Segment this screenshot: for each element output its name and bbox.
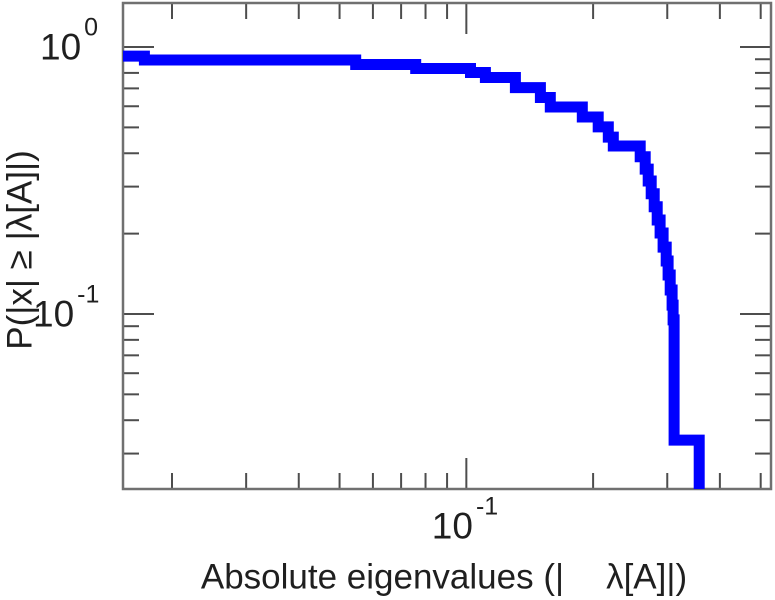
y-tick-label-1e-1: 10 -1 [33,282,99,335]
y-tick-1e-1-base: 10 [33,293,75,335]
x-tick-1e-1-base: 10 [431,505,473,547]
y-tick-1e-1-exponent: -1 [77,280,100,309]
ccdf-curve [123,50,705,489]
y-tick-1e0-exponent: 0 [84,13,99,42]
x-axis-label: Absolute eigenvalues (| λ[A]|) [201,560,687,595]
plot-border [121,1,773,491]
axis-ticks [123,3,771,489]
y-tick-1e0-base: 10 [40,26,82,68]
x-tick-label-1e-1: 10 -1 [431,494,498,547]
y-tick-label-1e0: 10 0 [40,15,98,68]
x-axis-label-part1: Absolute eigenvalues (| [200,557,565,597]
x-axis-label-part2: λ[A]|) [606,557,688,597]
x-tick-1e-1-exponent: -1 [475,492,499,521]
